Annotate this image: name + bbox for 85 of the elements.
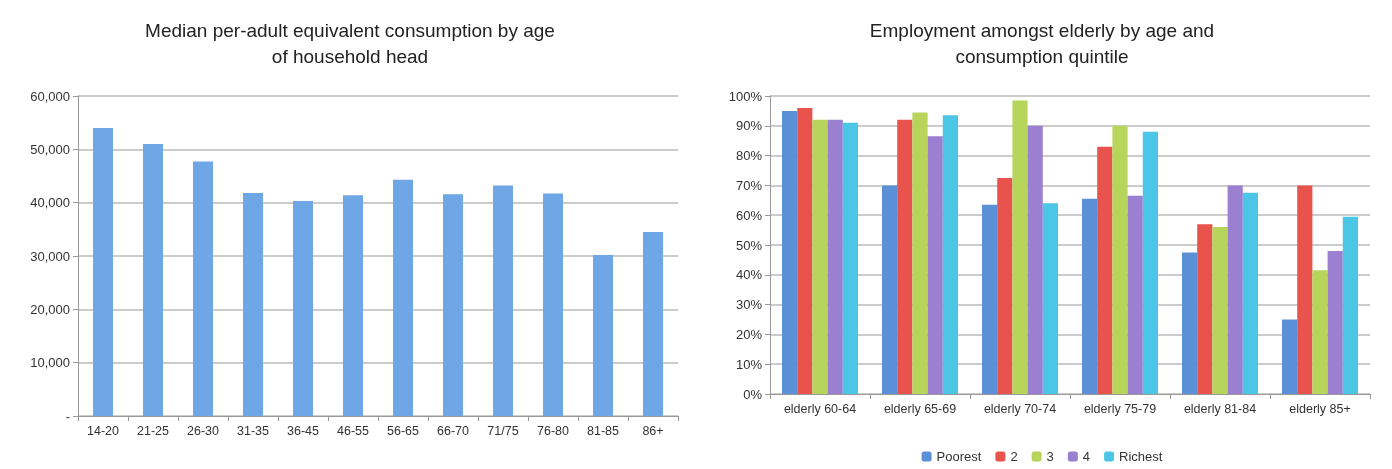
- x-tick-label: 46-55: [337, 423, 370, 438]
- y-tick-label: 40%: [735, 267, 763, 283]
- x-tick-label: 66-70: [437, 423, 470, 438]
- y-tick-label: 0%: [743, 386, 763, 402]
- x-tick-label: 36-45: [287, 423, 320, 438]
- legend-label: Richest: [1119, 449, 1163, 464]
- bar: [1142, 131, 1158, 394]
- bar: [1112, 125, 1128, 394]
- bar: [1012, 100, 1028, 394]
- bar: [1327, 250, 1343, 394]
- bar: [1042, 203, 1058, 394]
- x-tick-label: 21-25: [137, 423, 170, 438]
- bar: [942, 115, 958, 394]
- x-tick-label: elderly 60-64: [783, 401, 857, 416]
- y-tick-label: 50,000: [30, 141, 70, 157]
- bar: [1297, 185, 1313, 394]
- bar: [842, 122, 858, 394]
- bar: [1312, 270, 1328, 394]
- y-tick-label: 90%: [735, 118, 763, 134]
- y-tick-label: 100%: [728, 88, 763, 104]
- legend-label: 3: [1046, 449, 1054, 464]
- bar: [543, 193, 563, 416]
- x-tick-label: elderly 65-69: [883, 401, 957, 416]
- bar: [1242, 192, 1258, 394]
- legend-label: Poorest: [936, 449, 982, 464]
- bar: [1342, 216, 1358, 394]
- bar: [812, 119, 828, 394]
- bar: [912, 112, 928, 394]
- x-tick-label: 31-35: [237, 423, 270, 438]
- bar: [882, 185, 898, 394]
- x-tick-label: 26-30: [187, 423, 220, 438]
- bar: [897, 119, 913, 394]
- y-tick-label: 70%: [735, 177, 763, 193]
- bar: [1182, 252, 1198, 394]
- legend-label: 4: [1082, 449, 1091, 464]
- chart-title: Median per-adult equivalent consumption by age of household head: [145, 19, 555, 67]
- chart-title: Employment amongst elderly by age and consumption quintile: [869, 19, 1215, 67]
- x-tick-label: 81-85: [587, 423, 620, 438]
- bar: [1097, 146, 1113, 394]
- bar: [93, 128, 113, 416]
- bar: [797, 107, 813, 394]
- y-tick-label: 60,000: [30, 88, 70, 104]
- x-tick-label: elderly 85+: [1289, 401, 1351, 416]
- bar: [293, 201, 313, 416]
- bar: [193, 161, 213, 416]
- y-tick-label: 80%: [735, 148, 763, 164]
- bar: [143, 144, 163, 416]
- y-tick-label: 60%: [735, 207, 763, 223]
- bar: [443, 194, 463, 416]
- bar: [782, 110, 798, 394]
- y-tick-label: 30%: [735, 297, 763, 313]
- y-tick-label: -: [65, 408, 70, 424]
- x-tick-label: elderly 70-74: [983, 401, 1057, 416]
- bar: [827, 119, 843, 394]
- y-tick-label: 10,000: [30, 355, 70, 371]
- bar: [1197, 224, 1213, 394]
- x-tick-label: elderly 75-79: [1083, 401, 1157, 416]
- bar: [593, 254, 613, 416]
- y-tick-label: 30,000: [30, 248, 70, 264]
- bar: [1127, 195, 1143, 394]
- x-tick-label: elderly 81-84: [1183, 401, 1257, 416]
- y-tick-label: 20,000: [30, 301, 70, 317]
- bar: [1027, 125, 1043, 394]
- bar: [927, 136, 943, 394]
- bar: [1282, 319, 1298, 394]
- bar: [493, 185, 513, 416]
- y-tick-label: 50%: [735, 237, 763, 253]
- bar: [982, 204, 998, 394]
- bar: [1212, 227, 1228, 394]
- x-tick-label: 14-20: [87, 423, 120, 438]
- y-tick-label: 10%: [735, 356, 763, 372]
- x-tick-label: 76-80: [537, 423, 570, 438]
- bar: [997, 177, 1013, 394]
- x-tick-label: 86+: [642, 423, 664, 438]
- bar: [393, 179, 413, 416]
- bar: [243, 193, 263, 416]
- x-tick-label: 71/75: [487, 423, 519, 438]
- x-tick-label: 56-65: [387, 423, 420, 438]
- y-tick-label: 20%: [735, 326, 763, 342]
- legend-label: 2: [1010, 449, 1018, 464]
- bar: [343, 195, 363, 416]
- y-tick-label: 40,000: [30, 195, 70, 211]
- bar: [1227, 185, 1243, 394]
- bar: [643, 232, 663, 416]
- bar: [1082, 198, 1098, 394]
